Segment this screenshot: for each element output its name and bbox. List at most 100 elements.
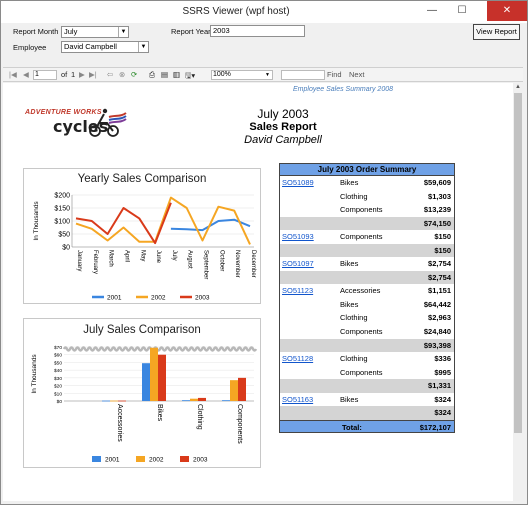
category-cell: Bikes (340, 259, 359, 269)
stop-icon[interactable]: ⊗ (119, 70, 126, 79)
back-icon[interactable]: ⇦ (107, 70, 114, 79)
order-number-link[interactable]: SO51123 (282, 286, 314, 296)
legend-swatch-2003 (180, 456, 189, 462)
category-cell: Bikes (340, 394, 359, 404)
y-tick-label: $0 (57, 399, 63, 405)
y-tick-label: $70 (54, 345, 62, 351)
category-cell: Components (340, 205, 383, 215)
report-canvas: Employee Sales Summary 2008 ADVENTURE WO… (3, 83, 513, 501)
bar-Clothing-2002 (190, 398, 198, 401)
vertical-scrollbar[interactable]: ▲ (513, 83, 523, 501)
yearly-chart-title: Yearly Sales Comparison (77, 173, 207, 185)
find-link[interactable]: Find (327, 70, 342, 79)
x-tick-label: Clothing (196, 404, 203, 430)
report-month-year-title: July 2003 (257, 107, 309, 121)
x-tick-label: Components (236, 404, 243, 444)
x-tick-label: February (92, 250, 98, 274)
next-page-icon[interactable]: ▶ (79, 70, 85, 79)
employee-select[interactable]: David Campbell ▼ (61, 41, 149, 53)
summary-subtotal-row: $93,398 (280, 338, 454, 353)
logo-top-text: ADVENTURE WORKS (25, 109, 102, 116)
order-number-link[interactable]: SO51163 (282, 394, 314, 404)
x-tick-label: October (218, 250, 224, 271)
y-tick-label: $0 (62, 245, 70, 252)
y-tick-label: $150 (54, 206, 70, 213)
amount-cell: $13,239 (423, 205, 451, 215)
legend-swatch-2002 (136, 456, 145, 462)
yearly-y-axis-label: In Thousands (33, 201, 40, 241)
window-title: SSRS Viewer (wpf host) (182, 6, 290, 17)
x-tick-label: January (76, 250, 82, 271)
next-link[interactable]: Next (349, 70, 365, 79)
page-total: 1 (71, 70, 76, 79)
page-number-input[interactable]: 1 (33, 70, 57, 80)
category-cell: Components (340, 367, 383, 377)
order-number-link[interactable]: SO51089 (282, 178, 314, 187)
scrollbar-thumb[interactable] (514, 93, 522, 433)
y-tick-label: $50 (54, 360, 62, 366)
report-month-label: Report Month (13, 27, 59, 36)
adventure-works-logo: ADVENTURE WORKS cycles (25, 105, 127, 139)
page-setup-icon[interactable]: ▥ (173, 70, 181, 79)
legend-label-2003: 2003 (195, 295, 210, 302)
y-tick-label: $30 (54, 376, 62, 382)
zoom-select[interactable]: 100% ▼ (211, 70, 273, 80)
july-chart-title: July Sales Comparison (83, 324, 201, 336)
summary-row: Clothing $2,963 (280, 311, 454, 325)
summary-row: SO51097 Bikes $2,754 (280, 257, 454, 271)
export-icon[interactable]: 🖫▾ (185, 71, 196, 80)
summary-row: SO51128 Clothing $336 (280, 352, 454, 366)
amount-cell: $2,963 (428, 313, 451, 323)
order-summary-title: July 2003 Order Summary (280, 164, 454, 176)
x-tick-label: April (123, 250, 129, 262)
amount-cell: $1,303 (428, 191, 451, 201)
report-month-select[interactable]: July ▼ (61, 26, 129, 38)
print-layout-icon[interactable]: ▤ (161, 70, 169, 79)
zoom-value: 100% (213, 71, 231, 78)
legend-label-2001: 2001 (107, 295, 122, 302)
print-icon[interactable]: ⎙ (149, 70, 155, 79)
close-button[interactable]: ✕ (487, 1, 527, 21)
summary-row: SO51163 Bikes $324 (280, 393, 454, 407)
refresh-icon[interactable]: ⟳ (131, 70, 138, 79)
y-tick-label: $50 (58, 232, 70, 239)
bar-Bikes-2003 (158, 354, 166, 401)
series-line-2002 (75, 196, 251, 245)
parameter-panel: Report Month July ▼ Report Year 2003 Emp… (1, 23, 527, 65)
find-input[interactable] (281, 70, 325, 80)
summary-subtotal-row: $324 (280, 406, 454, 420)
x-tick-label: June (155, 250, 161, 264)
maximize-button[interactable]: ☐ (457, 5, 467, 16)
last-page-icon[interactable]: ▶| (89, 70, 97, 79)
legend-label-2002: 2002 (151, 295, 166, 302)
summary-subtotal-row: $1,331 (280, 379, 454, 393)
employee-value: David Campbell (64, 42, 117, 51)
first-page-icon[interactable]: |◀ (9, 70, 17, 79)
chevron-down-icon[interactable]: ▼ (118, 27, 128, 37)
view-report-button[interactable]: View Report (473, 24, 520, 40)
bar-Components-2002 (230, 380, 238, 401)
report-year-input[interactable]: 2003 (210, 25, 305, 37)
amount-cell: $336 (434, 354, 451, 364)
x-tick-label: September (203, 250, 209, 279)
order-number-link[interactable]: SO51093 (282, 232, 314, 242)
report-header: Employee Sales Summary 2008 (293, 86, 393, 93)
y-tick-label: $200 (54, 193, 70, 200)
prev-page-icon[interactable]: ◀ (23, 70, 29, 79)
amount-cell: $59,609 (423, 178, 451, 187)
order-number-link[interactable]: SO51128 (282, 354, 314, 364)
x-tick-label: March (108, 250, 114, 267)
legend-label-2001: 2001 (105, 457, 120, 464)
minimize-button[interactable]: — (427, 5, 437, 16)
summary-row: SO51123 Accessories $1,151 (280, 284, 454, 298)
chevron-down-icon[interactable]: ▼ (265, 72, 270, 78)
y-tick-label: $20 (54, 384, 62, 390)
cyclist-icon (89, 108, 127, 137)
x-tick-label: December (250, 250, 256, 278)
total-label: Total: (342, 422, 362, 432)
title-bar: SSRS Viewer (wpf host) — ☐ ✕ (1, 1, 527, 23)
chevron-down-icon[interactable]: ▼ (138, 42, 148, 52)
scroll-up-icon[interactable]: ▲ (515, 84, 521, 90)
summary-subtotal-row: $74,150 (280, 216, 454, 231)
order-number-link[interactable]: SO51097 (282, 259, 314, 269)
